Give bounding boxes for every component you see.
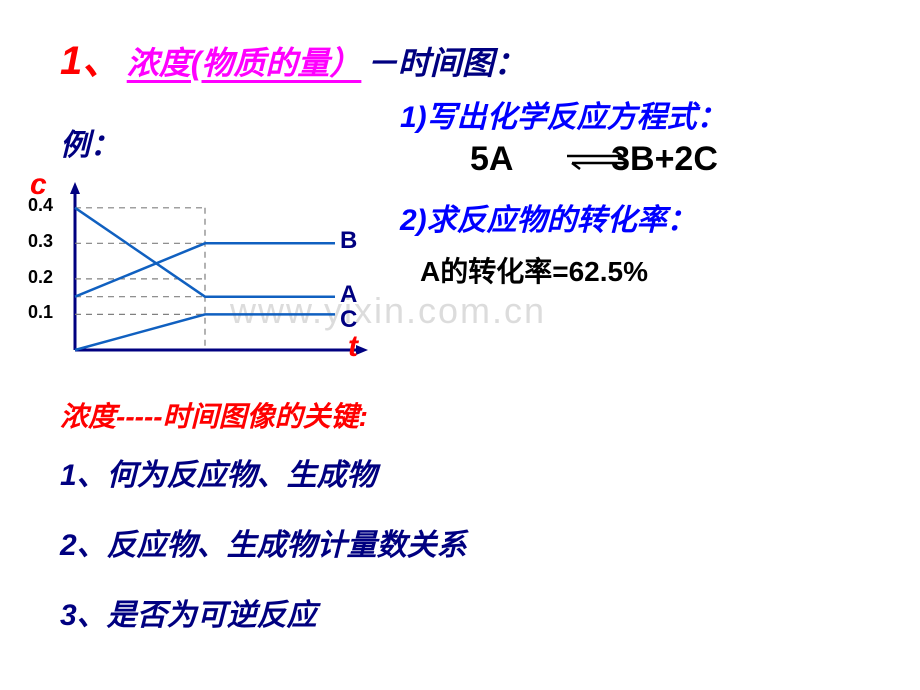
title-number: 1、	[60, 39, 122, 83]
slide-title: 1、 浓度(物质的量） －时间图：	[60, 28, 526, 86]
series-a-label: A	[340, 281, 357, 309]
equilibrium-arrow-icon	[562, 148, 632, 170]
ytick-04: 0.4	[28, 195, 53, 216]
example-label: 例：	[60, 120, 120, 164]
key-points-title: 浓度-----时间图像的关键:	[60, 395, 368, 435]
equation-left: 5A	[470, 140, 512, 178]
key-point-2: 2、反应物、生成物计量数关系	[60, 520, 467, 564]
x-axis-label: t	[348, 330, 358, 364]
answer: A的转化率=62.5%	[420, 250, 648, 290]
ytick-01: 0.1	[28, 302, 53, 323]
ytick-02: 0.2	[28, 267, 53, 288]
title-underlined: 浓度(物质的量）	[127, 45, 362, 81]
concentration-time-chart	[30, 180, 400, 370]
key-point-3: 3、是否为可逆反应	[60, 590, 317, 634]
question-2: 2)求反应物的转化率：	[400, 195, 697, 239]
ytick-03: 0.3	[28, 231, 53, 252]
question-1: 1)写出化学反应方程式：	[400, 92, 727, 136]
title-suffix: －时间图：	[366, 45, 526, 81]
series-b-label: B	[340, 227, 357, 255]
key-point-1: 1、何为反应物、生成物	[60, 450, 377, 494]
